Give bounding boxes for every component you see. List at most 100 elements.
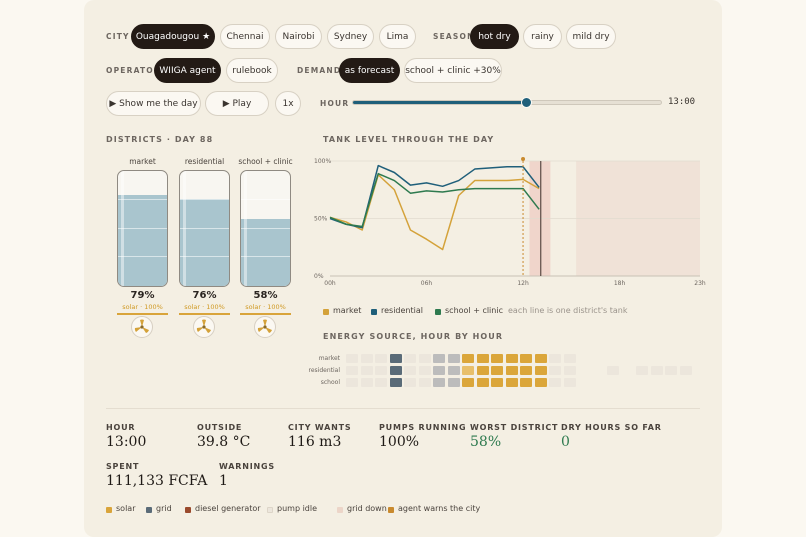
- tank-shine: [244, 171, 247, 286]
- series-line-2: [329, 172, 540, 228]
- energy-cell: [404, 354, 416, 363]
- legend-swatch-school: [435, 309, 441, 315]
- city-label: CITY: [106, 32, 130, 41]
- chart-legend: market residential school + clinic each …: [323, 306, 713, 318]
- energy-cell: [476, 354, 489, 363]
- stat-value: 39.8 °C: [197, 434, 251, 450]
- city-button-nairobi[interactable]: Nairobi: [275, 24, 322, 49]
- energy-cell: [360, 366, 373, 375]
- stat-label: DRY HOURS SO FAR: [561, 423, 662, 432]
- energy-cell: [418, 354, 431, 363]
- energy-cell: [505, 354, 518, 363]
- tank-mark: [118, 227, 167, 229]
- legend-swatch-market: [323, 309, 329, 315]
- tank-mark: [180, 227, 229, 229]
- districts-title: DISTRICTS · DAY 88: [106, 135, 214, 144]
- chart-note: each line is one district's tank: [508, 306, 628, 315]
- energy-cell: [476, 366, 489, 375]
- y-tick-label: 100%: [314, 158, 331, 165]
- y-tick-label: 50%: [314, 216, 328, 223]
- stat-value: 13:00: [106, 434, 147, 450]
- stat-label: WORST DISTRICT: [470, 423, 559, 432]
- x-tick-label: 06h: [421, 280, 433, 287]
- stat-label: HOUR: [106, 423, 136, 432]
- hour-slider-track[interactable]: [352, 97, 662, 108]
- pump-icon: [193, 316, 215, 338]
- play-button[interactable]: ▶ Play: [205, 91, 269, 116]
- stat-label: CITY WANTS: [288, 423, 352, 432]
- district-solar-bar: [240, 313, 291, 315]
- tank-2: [240, 170, 291, 287]
- city-button-ouagadougou[interactable]: Ouagadougou ★: [131, 24, 215, 49]
- energy-cell: [607, 366, 619, 375]
- energy-row-label: market: [318, 355, 340, 362]
- season-button-rainy[interactable]: rainy: [523, 24, 562, 49]
- operator-button-rulebook[interactable]: rulebook: [226, 58, 278, 83]
- energy-cell: [505, 366, 518, 375]
- stat-label: WARNINGS: [219, 462, 275, 471]
- energy-cell: [418, 366, 431, 375]
- legend-label-market: market: [333, 306, 362, 315]
- show-day-button[interactable]: ▶ Show me the day: [106, 91, 201, 116]
- legend-label-school: school + clinic: [445, 306, 503, 315]
- legend-swatch: [337, 507, 343, 513]
- operator-button-wiiga-agent[interactable]: WIIGA agent: [154, 58, 221, 83]
- energy-cell: [462, 378, 474, 387]
- legend-label: pump idle: [277, 504, 318, 513]
- legend-label-residential: residential: [381, 306, 423, 315]
- city-button-sydney[interactable]: Sydney: [327, 24, 374, 49]
- tank-mark: [180, 198, 229, 200]
- tank-mark: [118, 256, 167, 258]
- x-tick-label: 12h: [517, 280, 529, 287]
- agent-warning-marker: [521, 157, 526, 161]
- energy-cell: [520, 378, 532, 387]
- tank-1: [179, 170, 230, 287]
- legend-label: diesel generator: [195, 504, 261, 513]
- district-solar-bar: [117, 313, 168, 315]
- energy-cell: [534, 366, 547, 375]
- energy-cell: [520, 366, 532, 375]
- stat-value: 0: [561, 434, 570, 450]
- energy-cell: [549, 366, 561, 375]
- tank-water: [241, 219, 290, 286]
- tank-mark: [118, 198, 167, 200]
- energy-cell: [375, 378, 387, 387]
- x-tick-label: 00h: [324, 280, 336, 287]
- stat-value: 116 m3: [288, 434, 342, 450]
- tank-0: [117, 170, 168, 287]
- legend-label: agent warns the city: [398, 504, 481, 513]
- demand-button-school-clinic[interactable]: school + clinic +30%: [404, 58, 502, 83]
- x-tick-label: 23h: [694, 280, 706, 287]
- district-name: school + clinic: [238, 157, 293, 166]
- hour-slider-fill: [353, 101, 528, 104]
- tank-water: [118, 195, 167, 286]
- tank-chart-title: TANK LEVEL THROUGH THE DAY: [323, 135, 495, 144]
- energy-cell: [491, 378, 503, 387]
- city-button-lima[interactable]: Lima: [379, 24, 416, 49]
- season-button-hot-dry[interactable]: hot dry: [470, 24, 519, 49]
- district-solar: solar · 100%: [245, 303, 286, 311]
- energy-cell: [447, 366, 460, 375]
- season-button-mild-dry[interactable]: mild dry: [566, 24, 616, 49]
- stat-value: 58%: [470, 434, 502, 450]
- demand-label: DEMAND: [297, 66, 342, 75]
- hour-slider-handle[interactable]: [521, 97, 533, 108]
- energy-cell: [447, 378, 460, 387]
- energy-row-label: school: [320, 379, 340, 386]
- tank-level-chart: 100% 50% 0%00h 06h 12h 18h 23h: [314, 157, 706, 287]
- stat-value: 111,133 FCFA: [106, 473, 208, 489]
- demand-button-as-forecast[interactable]: as forecast: [339, 58, 400, 83]
- speed-button[interactable]: 1x: [275, 91, 301, 116]
- energy-cell: [389, 366, 402, 375]
- energy-cell: [346, 366, 358, 375]
- legend-swatch: [185, 507, 191, 513]
- city-button-chennai[interactable]: Chennai: [220, 24, 270, 49]
- energy-cell: [491, 354, 503, 363]
- hour-label: HOUR: [320, 99, 350, 108]
- x-tick-label: 18h: [614, 280, 626, 287]
- energy-cell: [549, 354, 561, 363]
- stat-label: OUTSIDE: [197, 423, 243, 432]
- energy-cell: [447, 354, 460, 363]
- pump-icon: [254, 316, 276, 338]
- district-solar-bar: [179, 313, 230, 315]
